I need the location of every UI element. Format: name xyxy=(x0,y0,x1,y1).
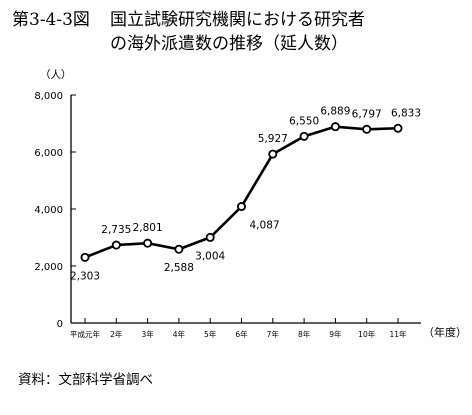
data-label: 2,801 xyxy=(133,222,163,234)
x-tick-label: 2年 xyxy=(110,329,123,339)
data-point xyxy=(174,244,184,254)
data-points xyxy=(80,122,403,262)
y-tick-label: 4,000 xyxy=(34,205,63,216)
data-point xyxy=(299,131,309,141)
data-label: 6,833 xyxy=(391,107,421,119)
y-tick-label: 6,000 xyxy=(34,148,63,159)
chart-title: 第3-4-3図 国立試験研究機関における研究者 の海外派遣数の推移（延人数） xyxy=(12,8,467,56)
data-point xyxy=(362,124,372,134)
x-tick-label: 8年 xyxy=(298,329,311,339)
data-point xyxy=(393,123,403,133)
x-tick-label: 5年 xyxy=(204,329,217,339)
source-note: 資料：文部科学省調べ xyxy=(18,372,153,388)
x-tick-label: 7年 xyxy=(267,329,280,339)
x-tick-label: 6年 xyxy=(235,329,248,339)
data-point xyxy=(236,202,246,212)
data-point xyxy=(111,240,121,250)
data-label: 6,889 xyxy=(320,106,350,118)
figure-number: 第3-4-3図 xyxy=(12,10,90,30)
y-tick-label: 2,000 xyxy=(34,262,63,273)
data-point xyxy=(143,238,153,248)
data-point xyxy=(330,122,340,132)
data-point xyxy=(268,149,278,159)
data-label: 5,927 xyxy=(258,133,288,145)
data-label: 3,004 xyxy=(195,250,225,262)
data-label: 2,588 xyxy=(164,262,194,274)
data-point xyxy=(205,232,215,242)
data-label: 4,087 xyxy=(250,220,280,232)
y-tick-label: 8,000 xyxy=(34,91,63,102)
data-label: 2,303 xyxy=(70,270,100,282)
data-point xyxy=(80,252,90,262)
x-tick-label: 3年 xyxy=(141,329,154,339)
data-label: 6,797 xyxy=(352,108,382,120)
x-axis-label: （年度） xyxy=(423,325,467,339)
x-tick-label: 10年 xyxy=(358,329,376,339)
x-tick-label: 11年 xyxy=(389,329,407,339)
y-axis-label: （人） xyxy=(40,69,72,81)
title-line-2: の海外派遣数の推移（延人数） xyxy=(110,34,348,54)
x-tick-label: 平成元年 xyxy=(70,329,100,339)
series-line xyxy=(84,125,399,259)
y-axis-ticks: 0 2,000 4,000 6,000 8,000 xyxy=(34,91,76,330)
title-text-1: 国立試験研究機関における研究者 xyxy=(110,10,365,30)
data-label: 6,550 xyxy=(289,115,319,127)
x-tick-label: 9年 xyxy=(329,329,342,339)
x-tick-label: 4年 xyxy=(173,329,186,339)
title-line-1: 第3-4-3図 国立試験研究機関における研究者 xyxy=(12,8,467,32)
y-tick-label: 0 xyxy=(57,319,63,330)
x-axis-ticks: 平成元年 2年 3年 4年 5年 6年 7年 8年 9年 10年 11年 xyxy=(70,318,407,339)
data-label: 2,735 xyxy=(101,224,131,236)
